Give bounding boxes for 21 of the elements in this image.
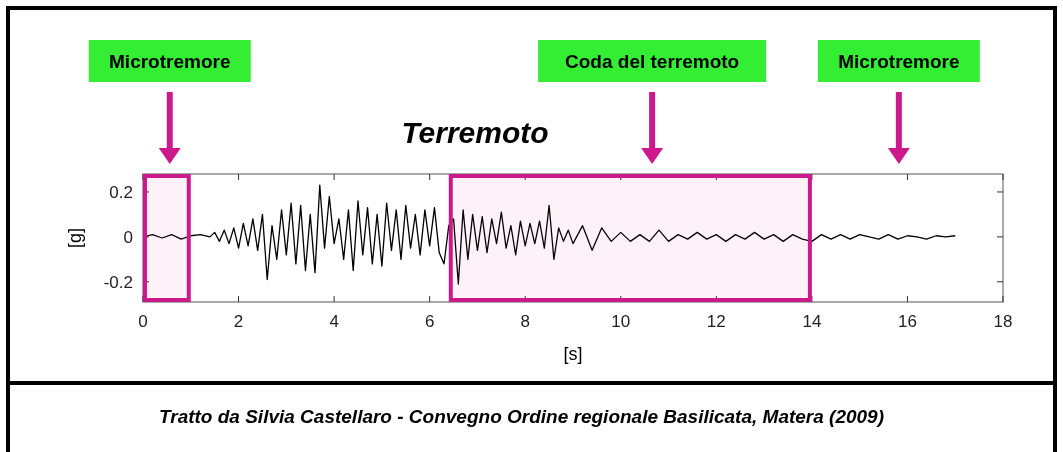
text: Tratto da Silvia Castellaro - Convegno Ordine regionale Basilicata, Matera (2009) [158, 406, 885, 427]
x-tick-label: 0 [138, 312, 148, 331]
x-tick-label: 14 [802, 312, 822, 331]
x-tick-label: 8 [520, 312, 530, 331]
x-tick-label: 2 [233, 312, 244, 331]
x-tick-label: 18 [993, 312, 1013, 331]
x-tick-label: 10 [611, 312, 631, 331]
y-tick-label: -0.2 [103, 272, 133, 292]
x-axis-title: [s] [563, 344, 583, 364]
x-tick-label: 12 [706, 312, 726, 331]
text: Microtremore [109, 51, 231, 72]
y-tick-label: 0.2 [109, 182, 133, 202]
x-tick-label: 6 [424, 312, 435, 331]
y-tick-label: 0 [123, 227, 133, 247]
x-tick-label: 16 [897, 312, 917, 331]
line-series [142, 184, 956, 285]
text: Coda del terremoto [565, 51, 740, 72]
chart-title: Terremoto [401, 116, 549, 149]
text: Microtremore [838, 51, 960, 72]
y-axis-title: [g] [65, 227, 85, 249]
x-tick-label: 4 [329, 312, 339, 331]
